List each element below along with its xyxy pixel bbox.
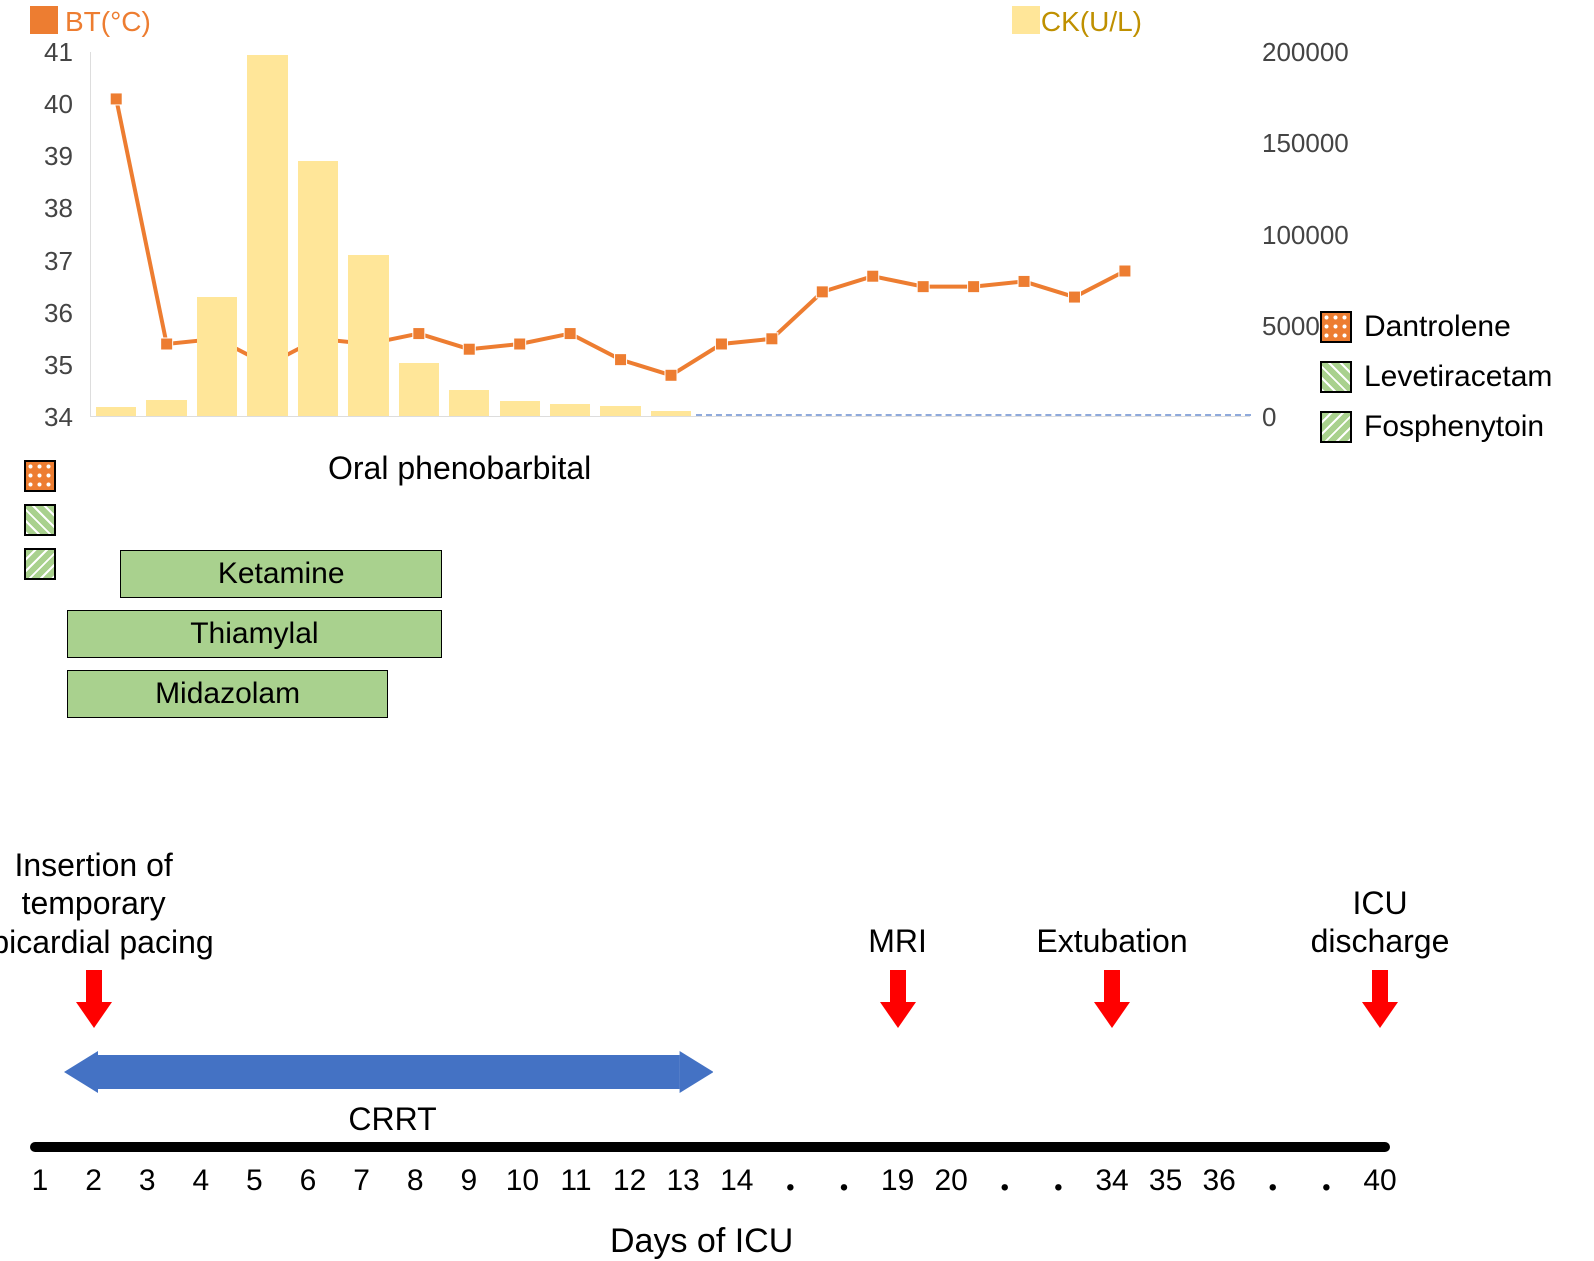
chart-area: BT(°C) CK(U/L) 3435363738394041050000100… bbox=[30, 0, 1300, 440]
x-tick-label: ・ bbox=[1258, 1164, 1288, 1208]
y-left-tick: 34 bbox=[44, 402, 84, 433]
legend-item: Dantrolene bbox=[1320, 310, 1580, 344]
ck-bar bbox=[96, 407, 136, 416]
legend-swatch-levetiracetam bbox=[1320, 361, 1352, 393]
ketamine-bar: Ketamine bbox=[120, 550, 442, 598]
medication-timeline: Oral phenobarbital Ketamine Thiamylal Mi… bbox=[30, 460, 1380, 810]
x-tick-label: 20 bbox=[935, 1164, 968, 1198]
x-axis-line bbox=[30, 1142, 1390, 1152]
ck-bar bbox=[550, 404, 590, 416]
event-label: ICU discharge bbox=[1311, 884, 1450, 961]
x-tick-label: 2 bbox=[85, 1164, 102, 1198]
x-tick-label: 1 bbox=[32, 1164, 49, 1198]
x-tick-label: 8 bbox=[407, 1164, 424, 1198]
events-area: CRRT 1234567891011121314・・1920・・343536・・… bbox=[30, 820, 1410, 1240]
x-tick-label: 9 bbox=[460, 1164, 477, 1198]
figure-root: BT(°C) CK(U/L) 3435363738394041050000100… bbox=[0, 0, 1594, 1253]
legend-item: Fosphenytoin bbox=[1320, 410, 1580, 444]
event-arrow-down-icon bbox=[74, 970, 114, 1030]
x-tick-label: ・ bbox=[990, 1164, 1020, 1208]
x-tick-label: ・ bbox=[1311, 1164, 1341, 1208]
x-axis-title: Days of ICU bbox=[610, 1222, 793, 1261]
event-label: Extubation bbox=[1036, 922, 1187, 960]
ck-axis-label: CK(U/L) bbox=[1041, 6, 1142, 38]
day1-fosphenytoin-icon bbox=[24, 548, 56, 580]
y-left-tick: 40 bbox=[44, 89, 84, 120]
y-right-tick: 200000 bbox=[1262, 37, 1349, 68]
ck-bar bbox=[399, 363, 439, 416]
legend-label: Fosphenytoin bbox=[1364, 410, 1544, 444]
y-left-tick: 35 bbox=[44, 350, 84, 381]
ck-bar bbox=[348, 255, 388, 416]
med-label: Ketamine bbox=[218, 557, 345, 591]
event-label: MRI bbox=[868, 922, 927, 960]
x-tick-label: 12 bbox=[613, 1164, 646, 1198]
x-tick-label: 11 bbox=[560, 1164, 591, 1198]
legend-swatch-fosphenytoin bbox=[1320, 411, 1352, 443]
x-tick-label: 4 bbox=[192, 1164, 209, 1198]
x-tick-label: 35 bbox=[1149, 1164, 1182, 1198]
ck-bar bbox=[298, 161, 338, 417]
event-arrow-down-icon bbox=[878, 970, 918, 1030]
x-tick-label: ・ bbox=[1043, 1164, 1073, 1208]
event-arrow-down-icon bbox=[1092, 970, 1132, 1030]
x-tick-label: 3 bbox=[139, 1164, 156, 1198]
ck-bar bbox=[600, 406, 640, 416]
x-tick-label: 5 bbox=[246, 1164, 263, 1198]
thiamylal-bar: Thiamylal bbox=[67, 610, 442, 658]
x-tick-label: 6 bbox=[300, 1164, 317, 1198]
x-tick-label: 36 bbox=[1203, 1164, 1236, 1198]
ck-bar bbox=[146, 400, 186, 416]
event-label: Insertion of temporary epicardial pacing bbox=[0, 846, 214, 961]
plot-area bbox=[90, 52, 1250, 417]
day1-levetiracetam-icon bbox=[24, 504, 56, 536]
y-right-tick: 100000 bbox=[1262, 220, 1349, 251]
y-right-tick: 150000 bbox=[1262, 128, 1349, 159]
bt-swatch bbox=[30, 6, 58, 34]
ck-zero-dash bbox=[696, 414, 1251, 416]
x-tick-label: ・ bbox=[775, 1164, 805, 1208]
ck-bar bbox=[247, 55, 287, 416]
x-tick-label: 13 bbox=[667, 1164, 700, 1198]
oral-phenobarbital-label: Oral phenobarbital bbox=[328, 450, 591, 487]
ck-swatch bbox=[1012, 6, 1040, 34]
y-left-tick: 37 bbox=[44, 246, 84, 277]
ck-bar bbox=[500, 401, 540, 416]
x-tick-label: ・ bbox=[829, 1164, 859, 1208]
y-left-tick: 36 bbox=[44, 298, 84, 329]
bt-axis-label: BT(°C) bbox=[65, 6, 151, 38]
ck-bar bbox=[651, 411, 691, 416]
y-left-tick: 41 bbox=[44, 37, 84, 68]
x-tick-label: 14 bbox=[720, 1164, 753, 1198]
y-right-tick: 0 bbox=[1262, 402, 1276, 433]
crrt-label: CRRT bbox=[348, 1101, 436, 1138]
x-tick-label: 10 bbox=[506, 1164, 539, 1198]
x-tick-label: 40 bbox=[1363, 1164, 1396, 1198]
y-left-tick: 38 bbox=[44, 193, 84, 224]
y-left-tick: 39 bbox=[44, 141, 84, 172]
legend-swatch-dantrolene bbox=[1320, 311, 1352, 343]
med-label: Midazolam bbox=[155, 677, 300, 711]
legend-label: Levetiracetam bbox=[1364, 360, 1552, 394]
event-arrow-down-icon bbox=[1360, 970, 1400, 1030]
x-tick-label: 34 bbox=[1095, 1164, 1128, 1198]
x-tick-label: 7 bbox=[353, 1164, 370, 1198]
med-label: Thiamylal bbox=[190, 617, 318, 651]
ck-bar bbox=[197, 297, 237, 416]
legend-label: Dantrolene bbox=[1364, 310, 1511, 344]
day1-dantrolene-icon bbox=[24, 460, 56, 492]
ck-bar bbox=[449, 390, 489, 416]
x-tick-label: 19 bbox=[881, 1164, 914, 1198]
midazolam-bar: Midazolam bbox=[67, 670, 389, 718]
legend-right: Dantrolene Levetiracetam Fosphenytoin bbox=[1320, 310, 1580, 460]
legend-item: Levetiracetam bbox=[1320, 360, 1580, 394]
crrt-arrow bbox=[64, 1045, 714, 1099]
